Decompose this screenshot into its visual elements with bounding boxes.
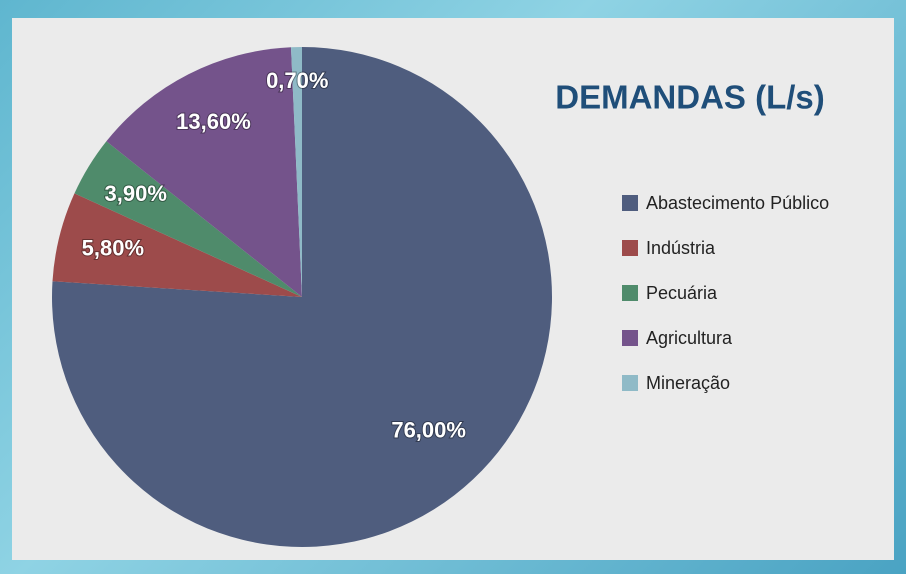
pie-slice bbox=[106, 47, 302, 298]
legend-swatch bbox=[622, 375, 638, 391]
pie-slice bbox=[74, 141, 302, 297]
legend-label: Agricultura bbox=[646, 328, 733, 348]
legend-swatch bbox=[622, 330, 638, 346]
legend-swatch bbox=[622, 240, 638, 256]
data-label: 3,90% bbox=[105, 181, 167, 206]
pie-slice bbox=[52, 193, 302, 297]
legend-label: Indústria bbox=[646, 238, 716, 258]
pie-slice bbox=[291, 47, 302, 297]
data-label: 13,60% bbox=[176, 109, 251, 134]
data-label: 5,80% bbox=[82, 236, 144, 261]
legend-label: Pecuária bbox=[646, 283, 718, 303]
legend-swatch bbox=[622, 195, 638, 211]
legend-label: Mineração bbox=[646, 373, 730, 393]
chart-title: DEMANDAS (L/s) bbox=[555, 79, 825, 116]
legend-swatch bbox=[622, 285, 638, 301]
data-label: 0,70% bbox=[266, 68, 328, 93]
data-label: 76,00% bbox=[391, 418, 466, 443]
legend-label: Abastecimento Público bbox=[646, 193, 829, 213]
